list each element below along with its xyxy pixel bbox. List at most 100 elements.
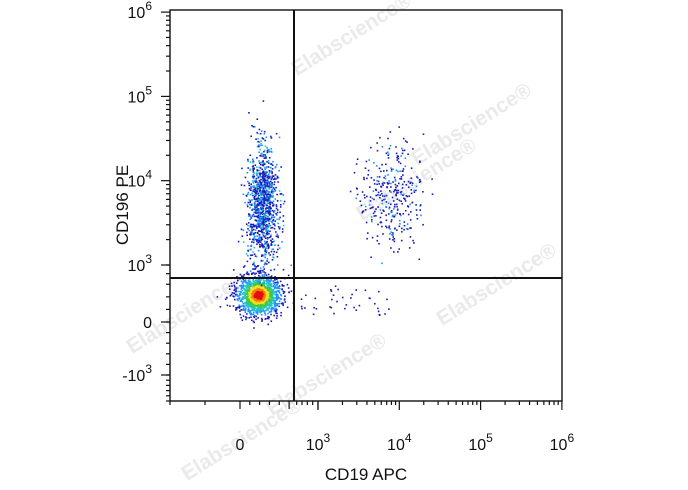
data-point <box>268 199 271 201</box>
data-point <box>258 234 261 236</box>
data-point <box>262 283 264 285</box>
data-point <box>245 316 247 318</box>
data-point <box>262 224 265 226</box>
data-point <box>250 285 252 287</box>
data-point <box>266 231 268 234</box>
data-point <box>267 273 270 276</box>
data-point <box>258 270 261 272</box>
data-point <box>269 176 271 179</box>
data-point <box>256 197 258 200</box>
data-point <box>252 214 254 217</box>
data-point <box>375 215 377 217</box>
data-point <box>262 254 265 257</box>
data-point <box>252 225 255 228</box>
data-point <box>243 306 245 308</box>
data-point <box>266 166 268 168</box>
data-point <box>269 230 271 233</box>
data-point <box>364 205 367 208</box>
data-point <box>410 192 413 195</box>
data-point <box>290 264 292 267</box>
data-point <box>399 170 401 172</box>
data-point <box>355 163 358 165</box>
data-point <box>395 146 397 148</box>
data-point <box>257 216 259 219</box>
data-point <box>272 203 274 205</box>
data-point <box>263 284 265 286</box>
data-point <box>260 269 262 272</box>
data-point <box>370 216 373 218</box>
data-point <box>252 278 255 280</box>
data-point <box>258 309 261 312</box>
data-point <box>253 198 256 200</box>
data-point <box>262 184 264 186</box>
data-point <box>391 214 394 217</box>
data-point <box>259 241 262 243</box>
data-point <box>283 298 286 300</box>
data-point <box>243 294 246 296</box>
data-point <box>262 162 265 165</box>
data-point <box>267 289 269 291</box>
data-point <box>247 167 249 169</box>
data-point <box>275 186 277 189</box>
data-point <box>279 287 281 290</box>
data-point <box>264 171 267 173</box>
data-point <box>252 291 254 293</box>
data-point <box>252 284 254 286</box>
data-point <box>248 229 251 232</box>
data-point <box>264 179 267 182</box>
data-point <box>257 301 260 304</box>
data-point <box>234 288 236 290</box>
data-point <box>252 263 254 266</box>
data-point <box>272 282 275 284</box>
data-point <box>259 294 261 296</box>
data-point <box>385 214 387 217</box>
data-point <box>263 291 266 293</box>
data-point <box>244 309 246 312</box>
data-point <box>240 284 243 287</box>
data-point <box>255 296 258 299</box>
data-point <box>371 218 373 221</box>
data-point <box>248 297 250 300</box>
data-point <box>405 227 408 230</box>
data-point <box>275 207 278 210</box>
data-point <box>257 295 259 297</box>
data-point <box>266 260 268 262</box>
data-point <box>270 269 272 272</box>
data-point <box>268 196 271 199</box>
data-point <box>256 235 258 237</box>
data-point <box>269 193 271 196</box>
data-point <box>266 207 269 209</box>
data-point <box>241 285 243 288</box>
data-point <box>265 212 268 214</box>
data-point <box>260 204 262 207</box>
data-point <box>274 198 277 200</box>
data-point <box>261 130 263 132</box>
data-point <box>266 200 268 203</box>
data-point <box>418 181 421 183</box>
data-point <box>270 301 273 303</box>
data-point <box>240 280 243 283</box>
data-point <box>400 239 403 242</box>
data-point <box>252 297 255 300</box>
data-point <box>253 211 256 214</box>
data-point <box>265 155 267 158</box>
data-point <box>245 304 248 306</box>
data-point <box>254 187 257 189</box>
data-point <box>271 177 273 179</box>
data-point <box>406 223 409 225</box>
data-point <box>271 196 274 198</box>
data-point <box>397 157 400 160</box>
data-point <box>263 288 265 291</box>
data-point <box>252 294 254 296</box>
data-point <box>270 191 273 194</box>
data-point <box>262 286 265 288</box>
data-point <box>391 233 393 236</box>
data-point <box>405 195 408 197</box>
data-point <box>265 193 268 195</box>
data-point <box>257 176 260 179</box>
data-point <box>263 201 266 203</box>
data-point <box>259 270 262 273</box>
data-point <box>252 287 255 289</box>
data-point <box>278 305 280 308</box>
data-point <box>261 190 264 193</box>
